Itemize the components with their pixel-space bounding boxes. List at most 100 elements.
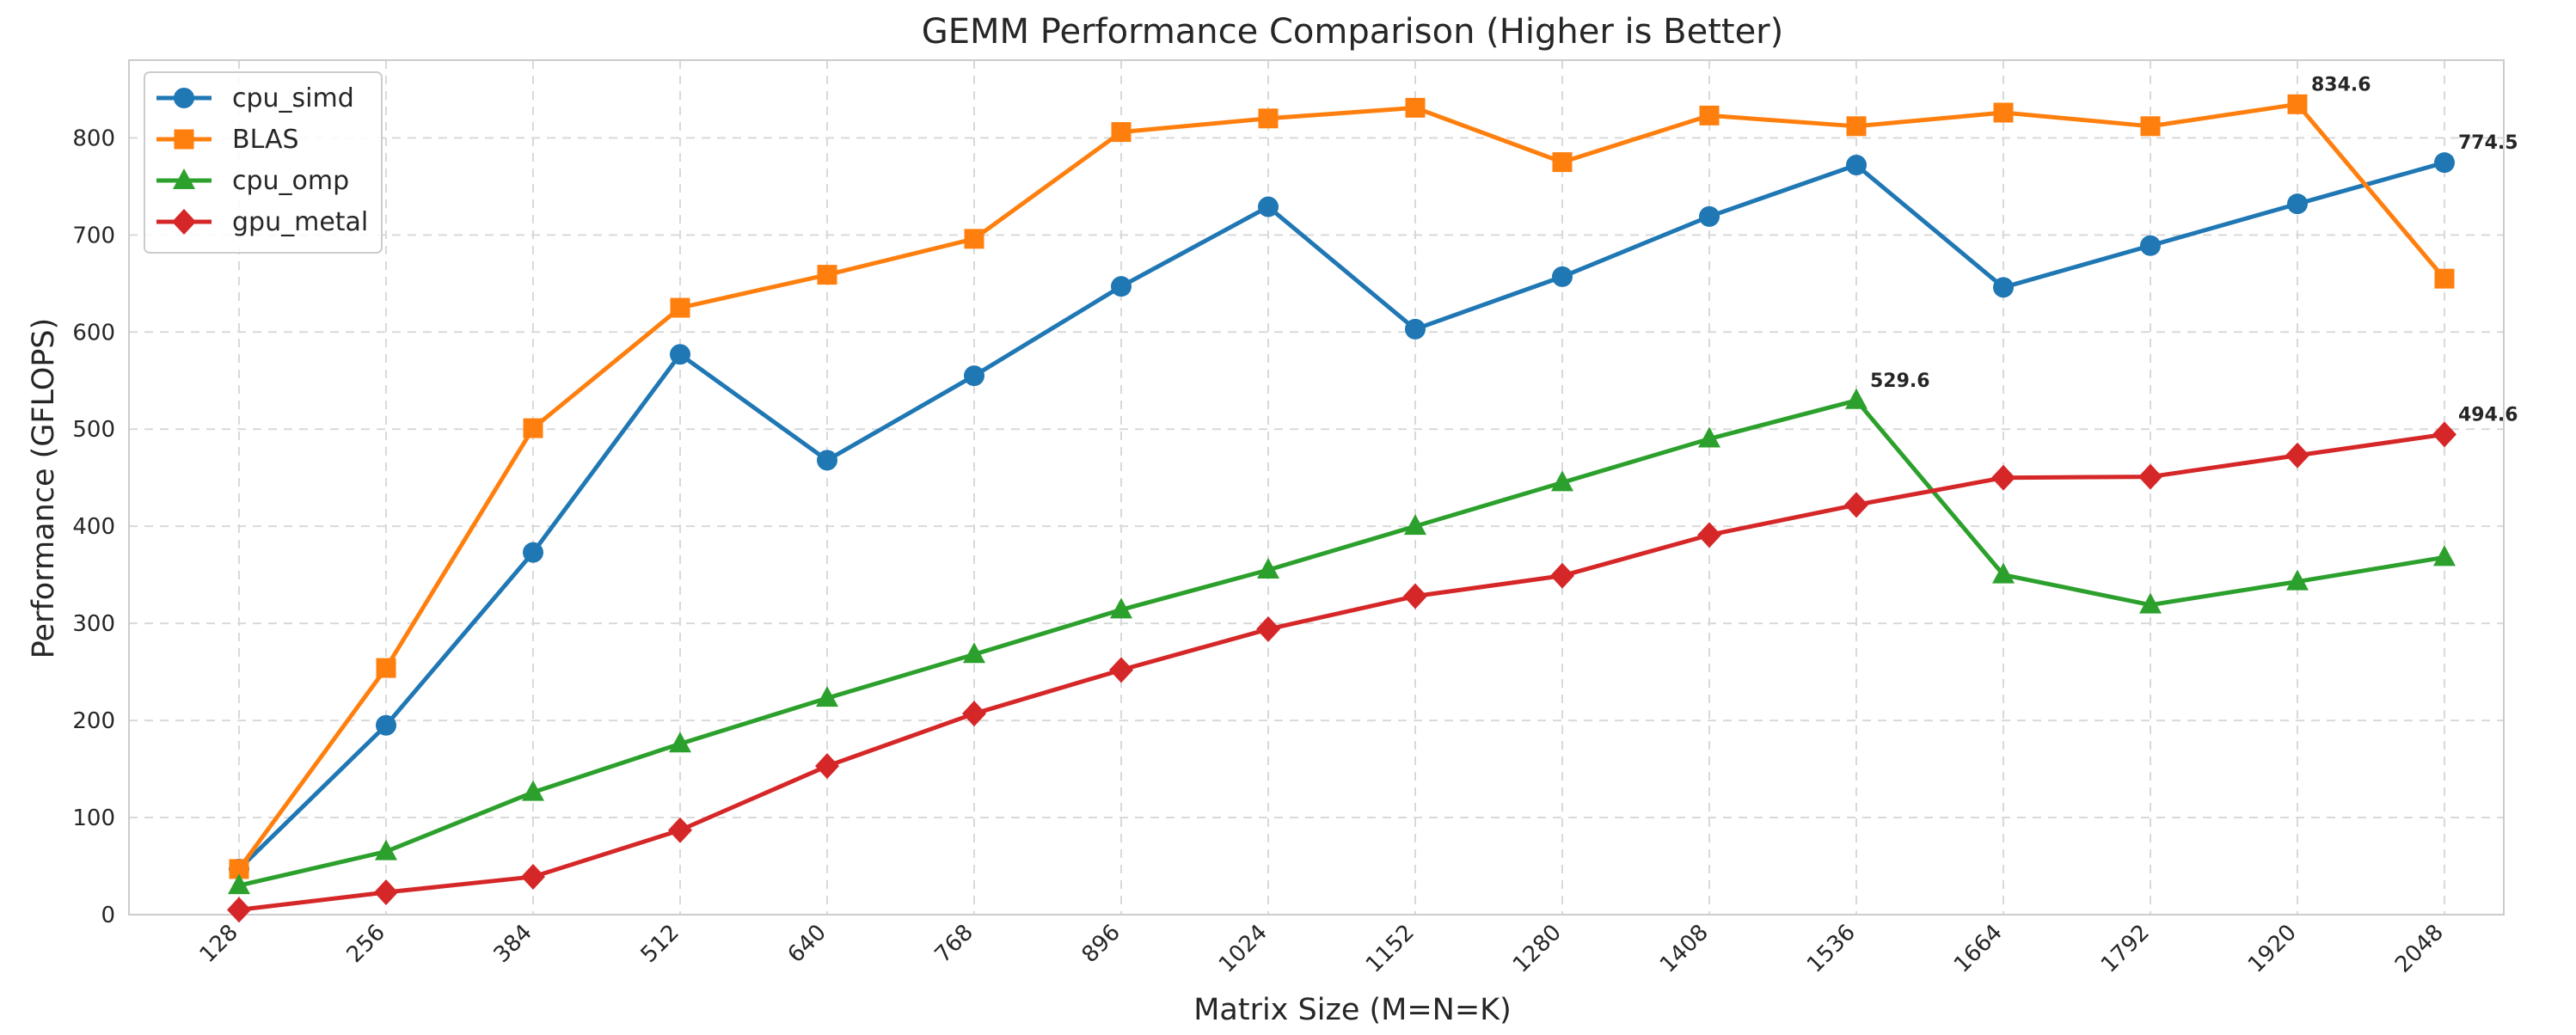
data-point (1405, 318, 1426, 340)
data-point (522, 780, 544, 801)
y-tick-label: 500 (72, 417, 115, 443)
x-axis-label: Matrix Size (M=N=K) (1193, 993, 1512, 1027)
legend: cpu_simd BLAS cpu_omp gpu_metal (144, 71, 383, 254)
series-layer (227, 94, 2456, 923)
data-point (1404, 514, 1426, 536)
legend-label: BLAS (232, 125, 299, 155)
data-point (1258, 108, 1279, 129)
data-point (228, 873, 250, 895)
data-point (1109, 657, 1133, 683)
data-point (2287, 193, 2308, 215)
data-point (2140, 116, 2161, 137)
data-point (523, 418, 543, 438)
data-point (227, 897, 251, 923)
data-point (1405, 97, 1426, 118)
data-point (375, 839, 397, 860)
data-point (1258, 196, 1279, 217)
data-point (817, 265, 837, 285)
data-point (964, 365, 984, 387)
data-point (817, 450, 837, 471)
data-point (1844, 492, 1868, 518)
data-point (1699, 205, 1720, 227)
x-tick-label: 1408 (1655, 920, 1714, 978)
plot-frame (128, 59, 2505, 916)
data-label: 834.6 (2311, 74, 2371, 95)
data-point (815, 753, 839, 780)
series-line (238, 432, 2445, 912)
y-tick-label: 200 (72, 708, 115, 734)
data-point (374, 879, 398, 906)
y-tick-label: 400 (72, 514, 115, 540)
data-point (2434, 152, 2455, 174)
series-line (237, 160, 2445, 871)
y-tick-label: 0 (101, 903, 115, 928)
legend-label: gpu_metal (232, 207, 368, 237)
legend-label: cpu_simd (232, 83, 354, 113)
y-axis-label: Performance (GFLOPS) (27, 318, 61, 659)
x-tick-label: 1920 (2243, 920, 2302, 978)
data-point (1991, 464, 2015, 491)
data-point (1697, 522, 1721, 548)
x-tick-label: 768 (930, 920, 978, 968)
data-point (1111, 276, 1132, 297)
x-tick-label: 384 (489, 920, 537, 968)
y-tick-label: 800 (72, 126, 115, 151)
data-point (2285, 442, 2309, 469)
data-point (523, 542, 543, 563)
data-point (229, 859, 249, 879)
data-point (1993, 277, 2014, 298)
data-point (2138, 463, 2162, 490)
data-point (376, 714, 396, 736)
data-point (1993, 102, 2014, 123)
data-point (1992, 562, 2015, 584)
x-tick-label: 1280 (1508, 920, 1567, 978)
legend-marker (172, 209, 196, 235)
legend-marker (174, 129, 194, 150)
x-tick-label: 256 (342, 920, 390, 968)
y-tick-label: 600 (72, 320, 115, 346)
data-label: 774.5 (2458, 132, 2518, 154)
x-tick-label: 1152 (1361, 920, 1420, 978)
data-point (2286, 569, 2309, 591)
data-point (1846, 154, 1867, 175)
data-point (669, 732, 691, 753)
data-point (1110, 597, 1132, 619)
data-point (1845, 388, 1868, 409)
data-point (670, 344, 690, 365)
data-label: 529.6 (1870, 371, 1930, 392)
data-point (1257, 558, 1279, 579)
series-line (236, 101, 2446, 871)
legend-box (144, 71, 383, 254)
data-point (2139, 592, 2162, 614)
x-tick-label: 1664 (1949, 920, 2008, 978)
data-point (2434, 268, 2455, 289)
x-tick-label: 2048 (2390, 920, 2449, 978)
series-cpu_simd (229, 152, 2455, 879)
series-BLAS (229, 94, 2455, 879)
data-point (2287, 94, 2308, 114)
data-point (1111, 122, 1132, 143)
y-tick-label: 300 (72, 611, 115, 637)
legend-marker (174, 88, 194, 108)
data-point (1699, 105, 1720, 126)
x-tick-label: 1024 (1214, 920, 1273, 978)
data-point (1550, 562, 1574, 589)
data-point (668, 817, 692, 843)
data-point (1403, 583, 1427, 609)
series-line (238, 398, 2445, 888)
data-point (670, 297, 690, 318)
data-point (1551, 470, 1573, 492)
data-point (521, 863, 545, 890)
x-tick-label: 128 (195, 920, 243, 968)
data-point (1256, 615, 1280, 642)
axes-layer: 0 100 200 300 400 500 600 700 800 128 256 384 512 640… (72, 59, 2505, 978)
grid-layer (129, 60, 2504, 916)
data-point (816, 686, 838, 707)
x-tick-label: 1536 (1802, 920, 1861, 978)
x-tick-label: 512 (636, 920, 684, 968)
data-point (2432, 421, 2456, 448)
data-point (962, 701, 986, 727)
data-point (1552, 152, 1573, 173)
x-tick-label: 640 (783, 920, 831, 968)
